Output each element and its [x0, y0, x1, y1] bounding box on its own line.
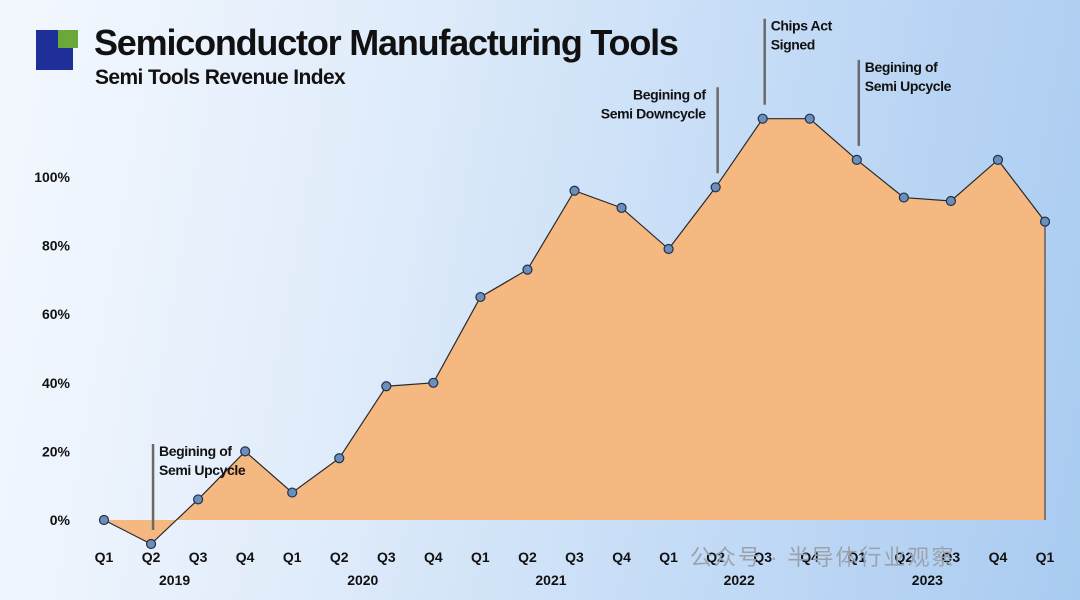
- area-layer: [104, 118, 1045, 545]
- data-point-marker: [898, 192, 909, 203]
- logo-green-square: [58, 30, 78, 48]
- data-point-marker: [98, 514, 110, 526]
- x-tick-year-label: 2021: [535, 572, 566, 588]
- company-logo: [36, 30, 78, 72]
- x-tick-quarter-label: Q1: [847, 549, 866, 565]
- annotation-text: Chips Act: [771, 18, 833, 34]
- x-tick-quarter-label: Q1: [283, 549, 302, 565]
- y-axis: 0% 20% 40% 60% 80% 100%: [34, 169, 70, 528]
- data-point-marker: [804, 113, 815, 124]
- annotation-text: Begining of: [159, 443, 232, 459]
- x-tick-year-label: 2022: [724, 572, 755, 588]
- x-tick-quarter-label: Q3: [377, 549, 396, 565]
- data-point-marker: [663, 243, 674, 255]
- x-tick-quarter-label: Q4: [989, 549, 1008, 565]
- y-tick-label: 80%: [42, 238, 71, 254]
- x-tick-quarter-label: Q3: [189, 549, 208, 565]
- x-tick-quarter-label: Q4: [612, 549, 631, 565]
- data-point-marker: [757, 113, 768, 124]
- data-point-marker: [287, 487, 298, 498]
- x-tick-quarter-label: Q2: [518, 549, 537, 565]
- x-tick-year-label: 2019: [159, 572, 190, 588]
- chart-subtitle: Semi Tools Revenue Index: [95, 66, 346, 89]
- annotation-text: Semi Downcycle: [601, 105, 707, 121]
- x-tick-quarter-label: Q1: [659, 549, 678, 565]
- watermark-text: 公众号 · 半导体行业观察: [690, 545, 956, 570]
- annotation-text: Semi Upcycle: [159, 462, 246, 478]
- area-fill: [104, 118, 1045, 545]
- x-tick-quarter-label: Q1: [471, 549, 490, 565]
- x-tick-quarter-label: Q3: [565, 549, 584, 565]
- x-tick-year-label: 2023: [912, 572, 943, 588]
- data-point-marker: [522, 264, 533, 275]
- annotation-text: Begining of: [633, 86, 706, 102]
- x-tick-quarter-label: Q4: [800, 549, 819, 565]
- x-tick-quarter-label: Q3: [753, 549, 772, 565]
- annotation-text: Begining of: [865, 59, 938, 75]
- annotation-layer: Begining of Semi Upcycle Begining of Semi D…: [151, 18, 952, 531]
- x-tick-quarter-label: Q2: [706, 549, 725, 565]
- x-tick-quarter-label: Q1: [95, 549, 114, 565]
- data-point-marker: [193, 494, 204, 505]
- annotation-text: Signed: [771, 37, 815, 53]
- y-tick-label: 20%: [42, 443, 71, 459]
- data-point-marker: [381, 381, 392, 392]
- y-tick-label: 60%: [42, 306, 71, 322]
- data-point-marker: [992, 154, 1004, 165]
- data-point-marker: [945, 195, 957, 207]
- chart-title: Semiconductor Manufacturing Tools: [94, 22, 679, 63]
- data-point-marker: [616, 202, 627, 213]
- marker-layer: [98, 113, 1051, 550]
- y-tick-label: 0%: [50, 512, 71, 528]
- data-point-marker: [710, 182, 721, 193]
- data-point-marker: [1039, 216, 1051, 227]
- x-tick-quarter-label: Q2: [330, 549, 349, 565]
- x-tick-quarter-label: Q3: [942, 549, 961, 565]
- data-point-marker: [569, 185, 580, 196]
- x-tick-quarter-label: Q2: [895, 549, 914, 565]
- annotation-text: Semi Upcycle: [865, 78, 952, 94]
- data-point-marker: [145, 538, 157, 550]
- x-tick-year-label: 2020: [347, 572, 378, 588]
- x-tick-quarter-label: Q1: [1036, 549, 1055, 565]
- data-point-marker: [240, 446, 251, 457]
- x-tick-quarter-label: Q4: [424, 549, 443, 565]
- data-point-marker: [428, 377, 439, 388]
- data-point-marker: [334, 453, 345, 464]
- x-tick-quarter-label: Q4: [236, 549, 255, 565]
- y-tick-label: 100%: [34, 169, 70, 185]
- x-axis: Q1 Q2 Q3 Q4 Q1 Q2 Q3 Q4 Q1 Q2 Q3 Q4 Q1 Q2 Q3 Q4 Q1 Q2 Q3 Q4…: [95, 549, 1055, 588]
- data-point-marker: [475, 291, 486, 303]
- x-tick-quarter-label: Q2: [142, 549, 161, 565]
- y-tick-label: 40%: [42, 375, 71, 391]
- data-point-marker: [851, 154, 862, 165]
